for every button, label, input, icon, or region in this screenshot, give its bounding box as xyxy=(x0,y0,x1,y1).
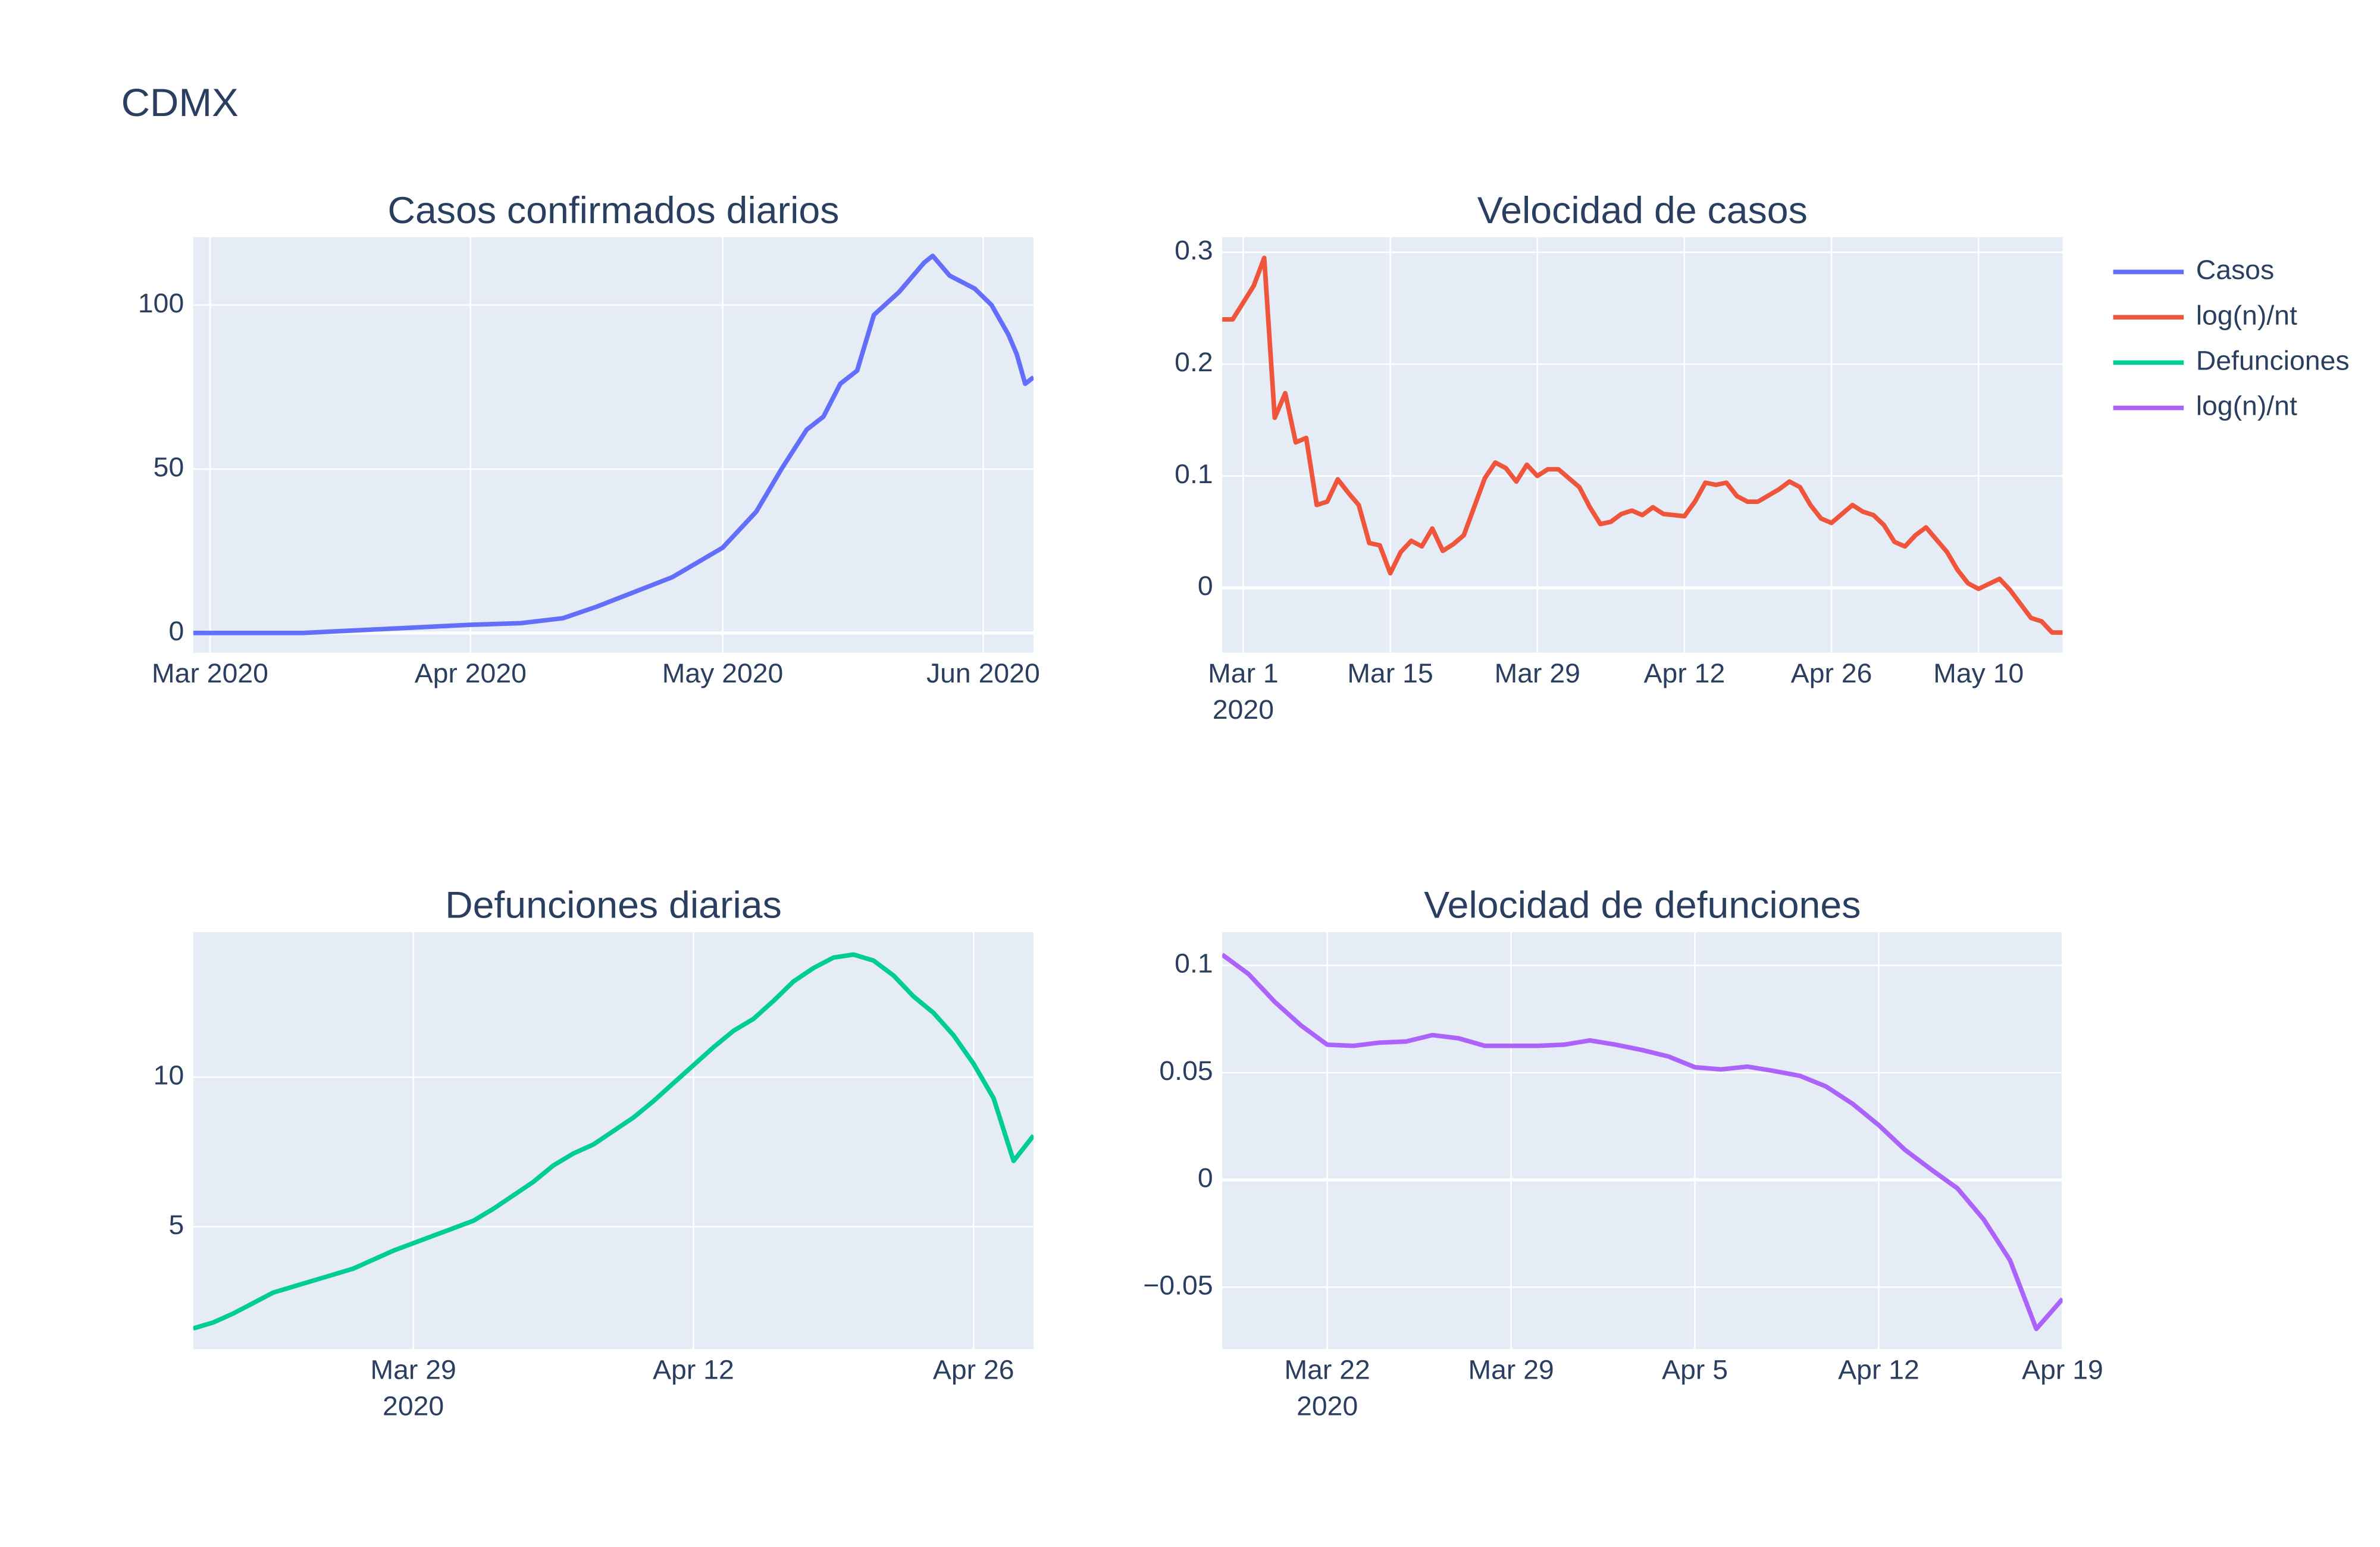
data-line xyxy=(1222,953,2063,1332)
x-tick-label: Mar 2020 xyxy=(152,657,268,688)
subplot-title: Defunciones diarias xyxy=(445,884,782,926)
plot-area xyxy=(1222,932,2063,1349)
x-tick-label: Mar 29 xyxy=(1495,657,1580,688)
plot-area xyxy=(193,237,1034,653)
legend-label: Casos xyxy=(2196,254,2274,285)
x-tick-label: Mar 15 xyxy=(1347,657,1433,688)
plot-area xyxy=(193,932,1034,1349)
y-tick-label: −0.05 xyxy=(1143,1270,1213,1301)
data-line xyxy=(193,253,1034,635)
y-tick-label: 0 xyxy=(168,615,184,646)
x-tick-label: Apr 26 xyxy=(1791,657,1872,688)
x-tick-label: Apr 19 xyxy=(2022,1354,2103,1385)
y-tick-label: 0 xyxy=(1198,570,1213,601)
subplot-title: Velocidad de defunciones xyxy=(1424,884,1861,926)
x-tick-label: Mar 22 xyxy=(1285,1354,1370,1385)
x-tick-label: Apr 26 xyxy=(933,1354,1014,1385)
legend-label: log(n)/nt xyxy=(2196,300,2297,331)
legend-label: Defunciones xyxy=(2196,345,2350,376)
x-tick-label: Apr 12 xyxy=(1838,1354,1919,1385)
y-tick-label: 0.05 xyxy=(1159,1055,1213,1086)
data-line xyxy=(1222,255,2063,635)
x-tick-label: May 2020 xyxy=(662,657,784,688)
x-tick-label: Mar 29 xyxy=(370,1354,456,1385)
subplot-title: Casos confirmados diarios xyxy=(387,189,839,231)
y-tick-label: 0.3 xyxy=(1175,234,1213,265)
plot-area xyxy=(1222,237,2063,653)
x-tick-label: Apr 2020 xyxy=(415,657,527,688)
y-tick-label: 50 xyxy=(154,452,184,483)
x-tick-label: Apr 12 xyxy=(653,1354,734,1385)
y-tick-label: 0 xyxy=(1198,1162,1213,1193)
x-tick-label: Jun 2020 xyxy=(926,657,1040,688)
x-tick-label: Mar 1 xyxy=(1208,657,1279,688)
y-tick-label: 100 xyxy=(138,287,184,318)
x-tick-label: Apr 12 xyxy=(1644,657,1726,688)
x-tick-label: May 10 xyxy=(1933,657,2024,688)
x-year-label: 2020 xyxy=(1213,694,1274,725)
figure-title: CDMX xyxy=(121,82,239,125)
y-tick-label: 0.1 xyxy=(1175,458,1213,489)
y-tick-label: 10 xyxy=(154,1060,184,1091)
x-year-label: 2020 xyxy=(1297,1391,1358,1421)
x-tick-label: Mar 29 xyxy=(1468,1354,1554,1385)
x-year-label: 2020 xyxy=(383,1391,444,1421)
y-tick-label: 0.1 xyxy=(1175,948,1213,979)
y-tick-label: 0.2 xyxy=(1175,346,1213,377)
legend-label: log(n)/nt xyxy=(2196,390,2297,421)
data-line xyxy=(193,952,1034,1331)
subplot-title: Velocidad de casos xyxy=(1477,189,1808,231)
x-tick-label: Apr 5 xyxy=(1662,1354,1728,1385)
y-tick-label: 5 xyxy=(168,1209,184,1240)
